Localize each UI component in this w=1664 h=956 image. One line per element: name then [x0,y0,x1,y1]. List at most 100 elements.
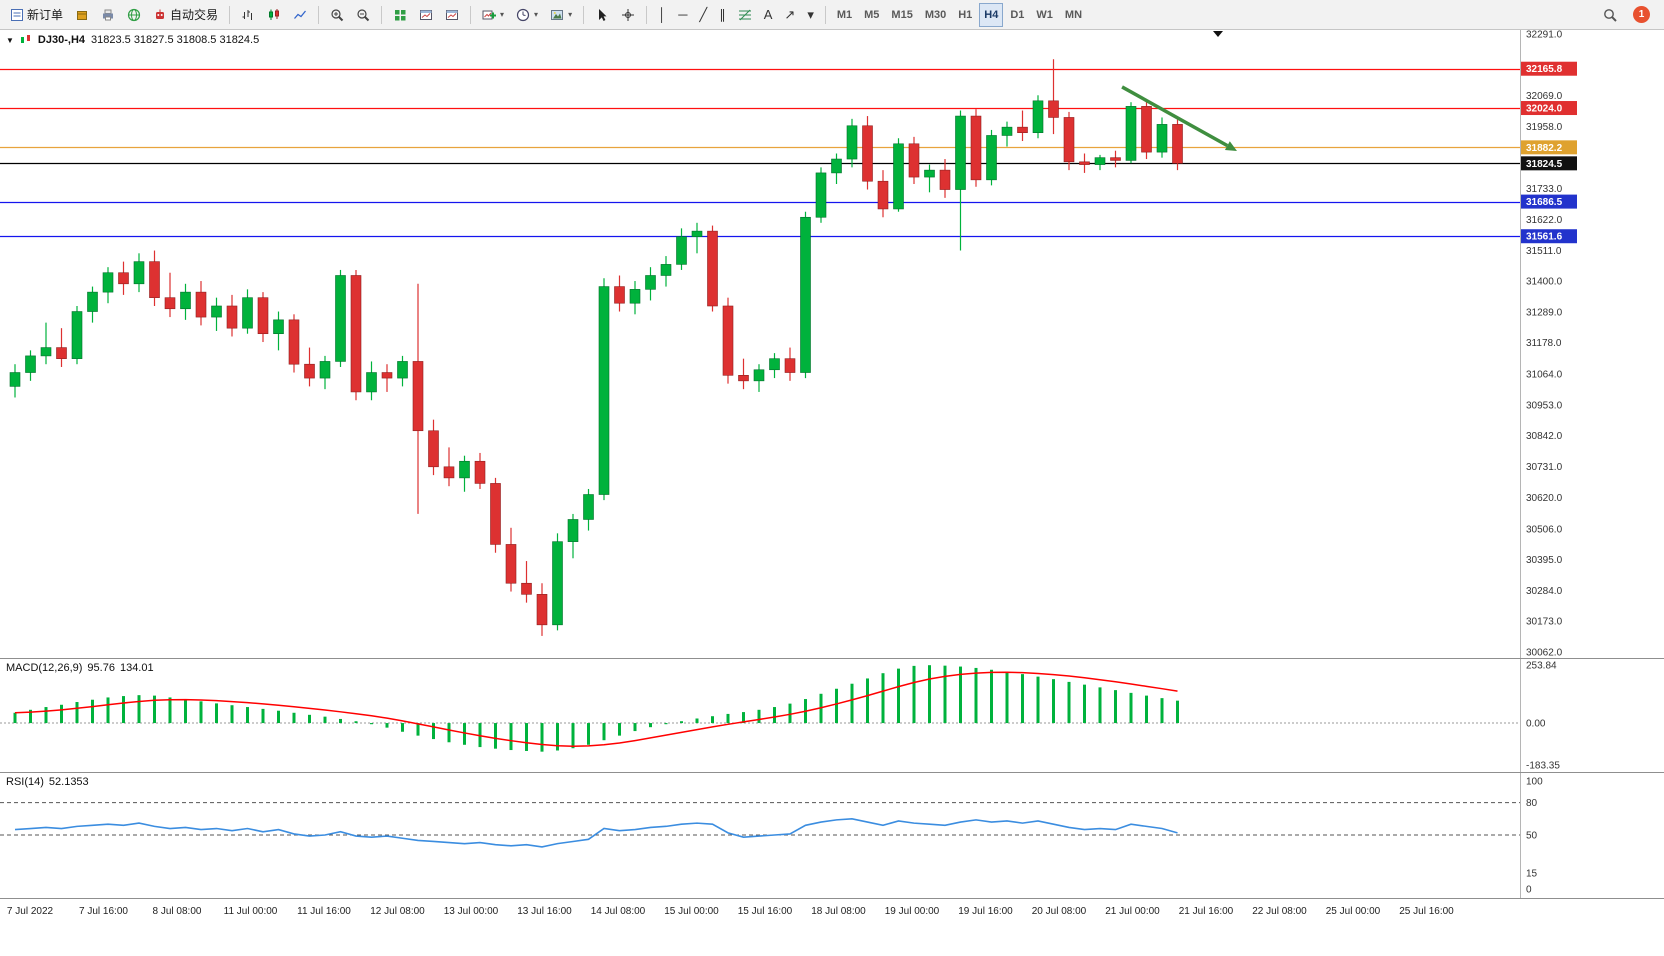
candles-chart-icon[interactable] [262,3,286,27]
timeframe-m30[interactable]: M30 [920,3,951,27]
vertical-line-tool[interactable]: │ [653,3,671,27]
mql5-icon[interactable] [70,3,94,27]
chart-workspace: 32291.0 32069.0 31958.0 31733.0 31622.0 31511… [0,30,1664,956]
cursor-icon[interactable] [590,3,614,27]
toolbar: 新订单 自动交易 ▾ ▾ ▾ │ ─ ╱ ∥ A ↗ ▾ M1 M5 M15 M30 H1 H4 D1 W1 MN 1 [0,0,1664,30]
time-label: 22 Jul 08:00 [1252,906,1307,917]
svg-text:32024.0: 32024.0 [1526,104,1563,115]
time-label: 20 Jul 08:00 [1031,906,1087,917]
chart-snapshot-icon[interactable]: ▾ [545,3,577,27]
svg-text:31686.5: 31686.5 [1526,197,1563,208]
macd-canvas[interactable]: 253.84 0.00 -183.35 [0,659,1664,772]
zoom-out-icon[interactable] [351,3,375,27]
svg-text:31622.0: 31622.0 [1526,215,1563,226]
price-badges: 32165.8 32024.0 31882.2 31824.5 31686.5 31561… [1521,61,1577,244]
symbol-title: DJ30-,H4 [37,34,85,46]
timeframe-d1[interactable]: D1 [1005,3,1029,27]
fibonacci-tool[interactable] [733,3,757,27]
time-label: 19 Jul 00:00 [884,906,940,917]
svg-text:30173.0: 30173.0 [1526,617,1563,628]
svg-text:31824.5: 31824.5 [1526,159,1563,170]
timeframe-w1[interactable]: W1 [1031,3,1058,27]
time-label: 25 Jul 00:00 [1325,906,1381,917]
time-label: 19 Jul 16:00 [958,906,1013,917]
time-label: 15 Jul 00:00 [664,906,719,917]
svg-text:31289.0: 31289.0 [1526,307,1563,318]
svg-text:0: 0 [1526,885,1532,896]
horizontal-line-tool[interactable]: ─ [673,3,692,27]
horizontal-level-lines [0,68,1520,238]
svg-text:31733.0: 31733.0 [1526,184,1563,195]
rsi-canvas[interactable]: 100 80 50 15 0 [0,773,1664,898]
timeframe-h4[interactable]: H4 [979,2,1004,27]
macd-label: MACD(12,26,9) [6,662,83,674]
macd-pane[interactable]: 253.84 0.00 -183.35 MACD(12,26,9) 95.76 134.… [0,659,1664,773]
period-selector-icon[interactable]: ▾ [511,3,543,27]
crosshair-icon[interactable] [616,3,640,27]
timeframe-m15[interactable]: M15 [886,3,917,27]
rsi-label: RSI(14) [6,776,44,788]
timeframe-m1[interactable]: M1 [832,3,857,27]
time-label: 18 Jul 08:00 [811,906,866,917]
chart-shift-marker [1213,31,1223,37]
trendline-tool[interactable]: ╱ [694,3,712,27]
svg-text:31511.0: 31511.0 [1526,246,1562,257]
svg-text:30395.0: 30395.0 [1526,555,1563,566]
new-chart-button[interactable]: ▾ [477,3,509,27]
svg-text:31561.6: 31561.6 [1526,232,1563,243]
mini-candles-icon [20,34,32,46]
svg-text:31400.0: 31400.0 [1526,277,1563,288]
time-label: 7 Jul 2022 [6,906,54,917]
rsi-line [14,817,1178,848]
toolbar-separator [381,5,383,24]
timeframe-h1[interactable]: H1 [953,3,977,27]
price-axis-ticks: 32291.0 32069.0 31958.0 31733.0 31622.0 31511… [1526,30,1563,658]
svg-text:15: 15 [1526,868,1538,879]
rsi-pane[interactable]: 100 80 50 15 0 RSI(14) 52.1353 [0,773,1664,899]
price-pane[interactable]: 32291.0 32069.0 31958.0 31733.0 31622.0 31511… [0,30,1664,659]
toolbar-separator [646,5,648,24]
toolbar-separator [318,5,320,24]
community-icon[interactable] [122,3,146,27]
search-icon[interactable] [1598,3,1622,27]
print-icon[interactable] [96,3,120,27]
tile-windows-icon[interactable] [388,3,412,27]
time-label: 21 Jul 16:00 [1178,906,1234,917]
svg-text:31064.0: 31064.0 [1526,370,1563,381]
svg-text:30506.0: 30506.0 [1526,524,1563,535]
time-label: 21 Jul 00:00 [1105,906,1160,917]
macd-label-row: MACD(12,26,9) 95.76 134.01 [6,662,159,674]
svg-text:31178.0: 31178.0 [1526,338,1562,349]
chart-window-icon[interactable] [414,3,438,27]
timeframe-mn[interactable]: MN [1060,3,1087,27]
time-label: 11 Jul 16:00 [297,906,351,917]
autotrade-button[interactable]: 自动交易 [148,3,223,27]
notification-badge[interactable]: 1 [1633,6,1650,23]
svg-text:32165.8: 32165.8 [1526,64,1563,75]
zoom-in-icon[interactable] [325,3,349,27]
timeframe-m5[interactable]: M5 [859,3,884,27]
svg-text:100: 100 [1526,777,1543,788]
chart-window-2-icon[interactable] [440,3,464,27]
svg-text:50: 50 [1526,831,1538,842]
chart-collapse-icon[interactable]: ▼ [6,35,14,45]
price-chart-canvas[interactable]: 32291.0 32069.0 31958.0 31733.0 31622.0 31511… [0,30,1664,658]
rsi-label-row: RSI(14) 52.1353 [6,776,94,788]
svg-text:30731.0: 30731.0 [1526,462,1563,473]
macd-signal-line [14,671,1178,747]
objects-dropdown[interactable]: ▾ [802,3,819,27]
arrows-tool[interactable]: ↗ [779,3,800,27]
new-order-button[interactable]: 新订单 [5,3,68,27]
macd-value-signal: 134.01 [119,662,154,674]
time-axis[interactable]: 7 Jul 2022 7 Jul 16:00 8 Jul 08:00 11 Jul 0… [0,899,1664,956]
time-label: 15 Jul 16:00 [737,906,793,917]
time-label: 11 Jul 00:00 [223,906,278,917]
time-label: 25 Jul 16:00 [1399,906,1454,917]
bars-chart-icon[interactable] [236,3,260,27]
svg-text:30620.0: 30620.0 [1526,493,1563,504]
channel-tool[interactable]: ∥ [714,3,731,27]
time-label: 12 Jul 08:00 [370,906,425,917]
text-tool[interactable]: A [759,3,778,27]
macd-histogram [13,665,1179,752]
line-chart-icon[interactable] [288,3,312,27]
